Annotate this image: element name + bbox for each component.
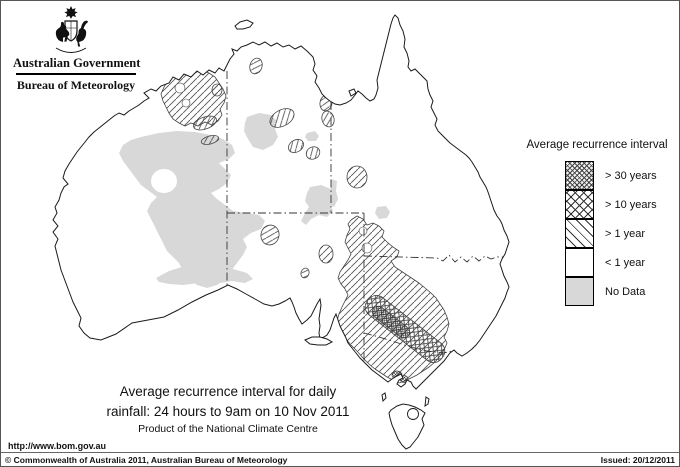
copyright-text: © Commonwealth of Australia 2011, Austra… bbox=[5, 454, 288, 465]
border-nsw-vic bbox=[363, 332, 454, 354]
no-data-region bbox=[244, 113, 278, 150]
state-borders bbox=[226, 71, 503, 361]
legend-label: < 1 year bbox=[605, 256, 646, 269]
legend-title: Average recurrence interval bbox=[526, 139, 668, 151]
government-label: Australian Government bbox=[13, 56, 141, 70]
island-tasmania bbox=[388, 403, 426, 450]
crest-star-icon bbox=[64, 6, 78, 19]
islands bbox=[234, 19, 430, 450]
header-rule bbox=[16, 73, 136, 75]
swatch-no-data bbox=[565, 276, 594, 306]
tasmania-contour-circle bbox=[407, 408, 419, 420]
legend-row-nodata: No Data bbox=[519, 276, 675, 306]
hatch-region bbox=[288, 139, 304, 153]
caption-line1: Average recurrence interval for daily bbox=[119, 384, 337, 399]
island-melville bbox=[234, 19, 254, 30]
issued-date-text: Issued: 20/12/2011 bbox=[600, 454, 675, 465]
recurrence-legend: Average recurrence interval > 30 years >… bbox=[519, 139, 675, 306]
no-data-region bbox=[330, 179, 338, 207]
island-king bbox=[381, 392, 387, 403]
map-caption: Average recurrence interval for daily ra… bbox=[63, 384, 393, 435]
no-data-region bbox=[119, 131, 265, 288]
no-data-regions bbox=[119, 113, 390, 288]
no-data-hole bbox=[151, 169, 177, 193]
hatch-region bbox=[318, 244, 334, 264]
australian-coat-of-arms-icon bbox=[55, 6, 88, 53]
crest-emu-icon bbox=[76, 20, 88, 47]
border-qld-nsw bbox=[363, 254, 503, 263]
agency-header: Australian Government Bureau of Meteorol… bbox=[9, 5, 159, 93]
legend-row-gt30: > 30 years bbox=[519, 161, 675, 190]
legend-row-lt1: < 1 year bbox=[519, 247, 675, 277]
legend-label: > 1 year bbox=[605, 227, 646, 240]
hatch-region bbox=[300, 267, 310, 279]
hatch-region bbox=[211, 83, 223, 97]
legend-label: > 10 years bbox=[605, 198, 657, 211]
hatch-region bbox=[258, 17, 270, 25]
hatch-region bbox=[193, 115, 217, 131]
bom-url-text: http://www.bom.gov.au bbox=[8, 441, 106, 451]
swatch-dense-crosshatch bbox=[565, 161, 594, 190]
hatch-region bbox=[200, 135, 220, 145]
island-flinders bbox=[424, 396, 430, 408]
island-kangaroo bbox=[304, 336, 334, 346]
legend-label: No Data bbox=[605, 285, 646, 298]
dense-crosshatch-core bbox=[372, 305, 410, 339]
swatch-crosshatch bbox=[565, 189, 594, 219]
no-data-region bbox=[156, 264, 253, 285]
legend-row-gt1: > 1 year bbox=[519, 218, 675, 248]
no-data-region bbox=[375, 206, 390, 219]
hatch-region bbox=[260, 224, 280, 246]
no-data-region bbox=[305, 131, 319, 141]
bureau-label: Bureau of Meteorology bbox=[16, 78, 136, 92]
hatch-region bbox=[305, 146, 321, 160]
no-data-region bbox=[301, 185, 334, 225]
hatch-holes bbox=[174, 82, 373, 254]
crest-shield-quarters bbox=[65, 21, 77, 40]
hatch-region bbox=[249, 57, 263, 75]
crest-kangaroo-icon bbox=[55, 21, 70, 42]
crest-scroll-icon bbox=[55, 47, 87, 53]
island-gulf bbox=[348, 88, 357, 97]
hatch-region bbox=[269, 108, 295, 128]
swatch-plain-white bbox=[565, 247, 594, 277]
caption-line2: rainfall: 24 hours to 9am on 10 Nov 2011 bbox=[106, 404, 350, 419]
hatch-region bbox=[346, 165, 368, 189]
legend-label: > 30 years bbox=[605, 169, 657, 182]
swatch-diagonal-hatch bbox=[565, 218, 594, 248]
legend-row-gt10: > 10 years bbox=[519, 189, 675, 219]
australia-recurrence-map bbox=[52, 14, 510, 450]
caption-line3: Product of the National Climate Centre bbox=[138, 423, 318, 435]
footer-bar: © Commonwealth of Australia 2011, Austra… bbox=[1, 452, 679, 466]
